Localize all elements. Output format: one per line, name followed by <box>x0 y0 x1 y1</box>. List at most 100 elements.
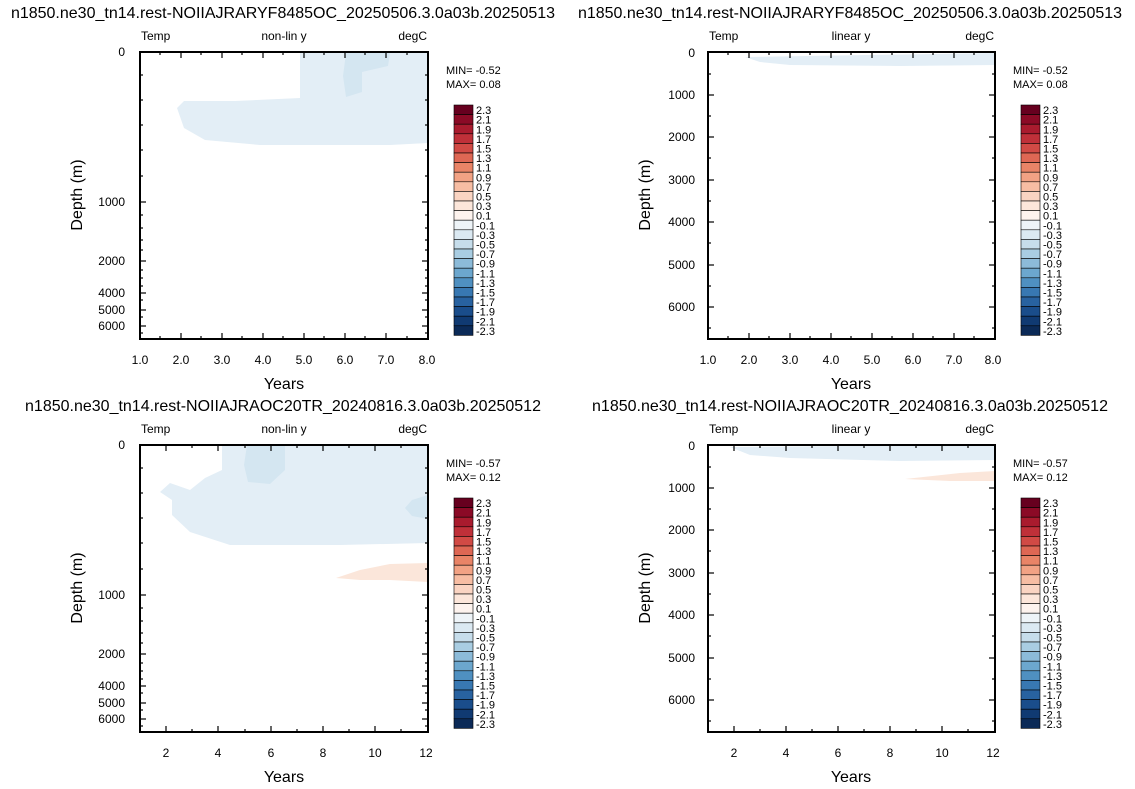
colorbar-swatch <box>453 325 474 336</box>
x-tick-labels: 2 4 6 8 10 12 <box>731 746 1000 760</box>
colorbar-label: -0.7 <box>1043 642 1062 654</box>
units-label: degC <box>965 422 994 436</box>
colorbar-label: 0.1 <box>476 604 491 616</box>
colorbar-swatch <box>453 612 474 624</box>
colorbar-swatch <box>1020 507 1041 518</box>
colorbar-swatch <box>1020 181 1041 192</box>
colorbar-swatch <box>453 660 474 672</box>
colorbar-swatch <box>1020 564 1041 576</box>
panel-top-left: n1850.ne30_tn14.rest-NOIIAJRARYF8485OC_2… <box>11 5 555 393</box>
colorbar-swatch <box>1020 641 1041 652</box>
colorbar-swatch <box>1020 536 1041 547</box>
colorbar-swatch <box>1020 296 1041 307</box>
colorbar-label: 1.9 <box>1043 124 1058 136</box>
colorbar-label: 0.7 <box>1043 182 1058 194</box>
colorbar-swatch <box>1020 267 1041 279</box>
colorbar-swatch <box>453 210 474 221</box>
x-tick-label: 2.0 <box>741 353 758 367</box>
colorbar-swatch <box>453 315 474 327</box>
colorbar-swatch <box>453 219 474 231</box>
y-axis-label: Depth (m) <box>69 159 86 230</box>
colorbar-label: 1.9 <box>1043 517 1058 529</box>
colorbar-swatch <box>453 104 474 115</box>
colorbar-label: -1.7 <box>1043 297 1062 309</box>
colorbar-swatch <box>1020 133 1041 144</box>
colorbar-swatch <box>453 181 474 192</box>
x-tick-label: 12 <box>419 746 433 760</box>
x-tick-label: 10 <box>935 746 949 760</box>
colorbar-label: 0.3 <box>476 594 491 606</box>
colorbar-label: 0.9 <box>1043 565 1058 577</box>
colorbar-swatch <box>453 152 474 163</box>
colorbar-label: 1.5 <box>1043 144 1058 156</box>
colorbar-swatch <box>453 708 474 720</box>
colorbar-label: -0.5 <box>1043 633 1062 645</box>
variable-label: Temp <box>141 29 171 43</box>
colorbar-swatch <box>453 641 474 652</box>
y-tick-label: 1000 <box>668 88 695 102</box>
plot-frame <box>139 444 429 733</box>
colorbar-swatch <box>453 536 474 547</box>
colorbar-swatch <box>1020 632 1041 643</box>
colorbar-label: 0.7 <box>1043 575 1058 587</box>
colorbar-label: 0.5 <box>476 192 491 204</box>
max-label: MAX= 0.12 <box>1013 472 1068 484</box>
colorbar-label: 1.3 <box>476 546 491 558</box>
colorbar-label: 2.1 <box>476 508 491 520</box>
x-tick-label: 6.0 <box>905 353 922 367</box>
colorbar-swatch <box>453 670 474 681</box>
colorbar-swatch <box>1020 689 1041 700</box>
colorbar-swatch <box>453 622 474 633</box>
colorbar-swatch <box>453 497 474 508</box>
colorbar-label: -0.5 <box>476 240 495 252</box>
scale-label: non-lin y <box>261 422 306 436</box>
colorbar-swatch <box>453 526 474 537</box>
y-tick-label: 5000 <box>98 696 125 710</box>
x-tick-label: 5.0 <box>864 353 881 367</box>
colorbar-swatch <box>453 123 474 135</box>
colorbar-label: -0.1 <box>476 613 495 625</box>
colorbar-swatch <box>1020 219 1041 231</box>
colorbar-swatch <box>453 593 474 604</box>
colorbar-swatch <box>453 239 474 250</box>
colorbar-label: 2.3 <box>476 498 491 510</box>
anomaly-region-pos03 <box>905 471 995 481</box>
colorbar-swatch <box>1020 526 1041 537</box>
x-axis-label: Years <box>264 376 304 393</box>
colorbar-swatch <box>1020 622 1041 633</box>
colorbar-label: 1.9 <box>476 517 491 529</box>
colorbar-swatch <box>453 162 474 173</box>
colorbar-swatch <box>1020 315 1041 327</box>
anomaly-region-neg01 <box>730 445 995 461</box>
colorbar-swatch <box>1020 306 1041 317</box>
anomaly-region-neg03 <box>244 445 285 484</box>
colorbar: 2.32.11.91.71.51.31.10.90.70.50.30.1-0.1… <box>1020 104 1062 338</box>
max-label: MAX= 0.08 <box>1013 79 1068 91</box>
colorbar-label: 0.1 <box>476 211 491 223</box>
x-ticks <box>159 52 408 339</box>
scale-label: linear y <box>832 29 871 43</box>
x-ticks <box>733 445 969 732</box>
units-label: degC <box>398 29 427 43</box>
colorbar-swatch <box>453 133 474 144</box>
colorbar-swatch <box>453 306 474 317</box>
colorbar-swatch <box>1020 603 1041 614</box>
colorbar-swatch <box>1020 277 1041 288</box>
colorbar-label: -1.5 <box>1043 288 1062 300</box>
colorbar-swatch <box>453 651 474 662</box>
colorbar-label: 1.7 <box>1043 134 1058 146</box>
colorbar-swatch <box>1020 248 1041 259</box>
x-ticks <box>727 52 975 339</box>
y-ticks <box>708 51 995 329</box>
colorbar-swatch <box>1020 191 1041 202</box>
anomaly-region-neg03 <box>343 53 390 97</box>
x-tick-label: 8 <box>320 746 327 760</box>
colorbar-label: -2.1 <box>1043 709 1062 721</box>
x-tick-label: 7.0 <box>378 353 395 367</box>
x-tick-label: 6.0 <box>337 353 354 367</box>
colorbar-label: -0.5 <box>476 633 495 645</box>
colorbar-label: -2.1 <box>1043 316 1062 328</box>
colorbar-label: 1.1 <box>476 163 491 175</box>
y-tick-label: 2000 <box>98 254 125 268</box>
colorbar-swatch <box>453 603 474 614</box>
